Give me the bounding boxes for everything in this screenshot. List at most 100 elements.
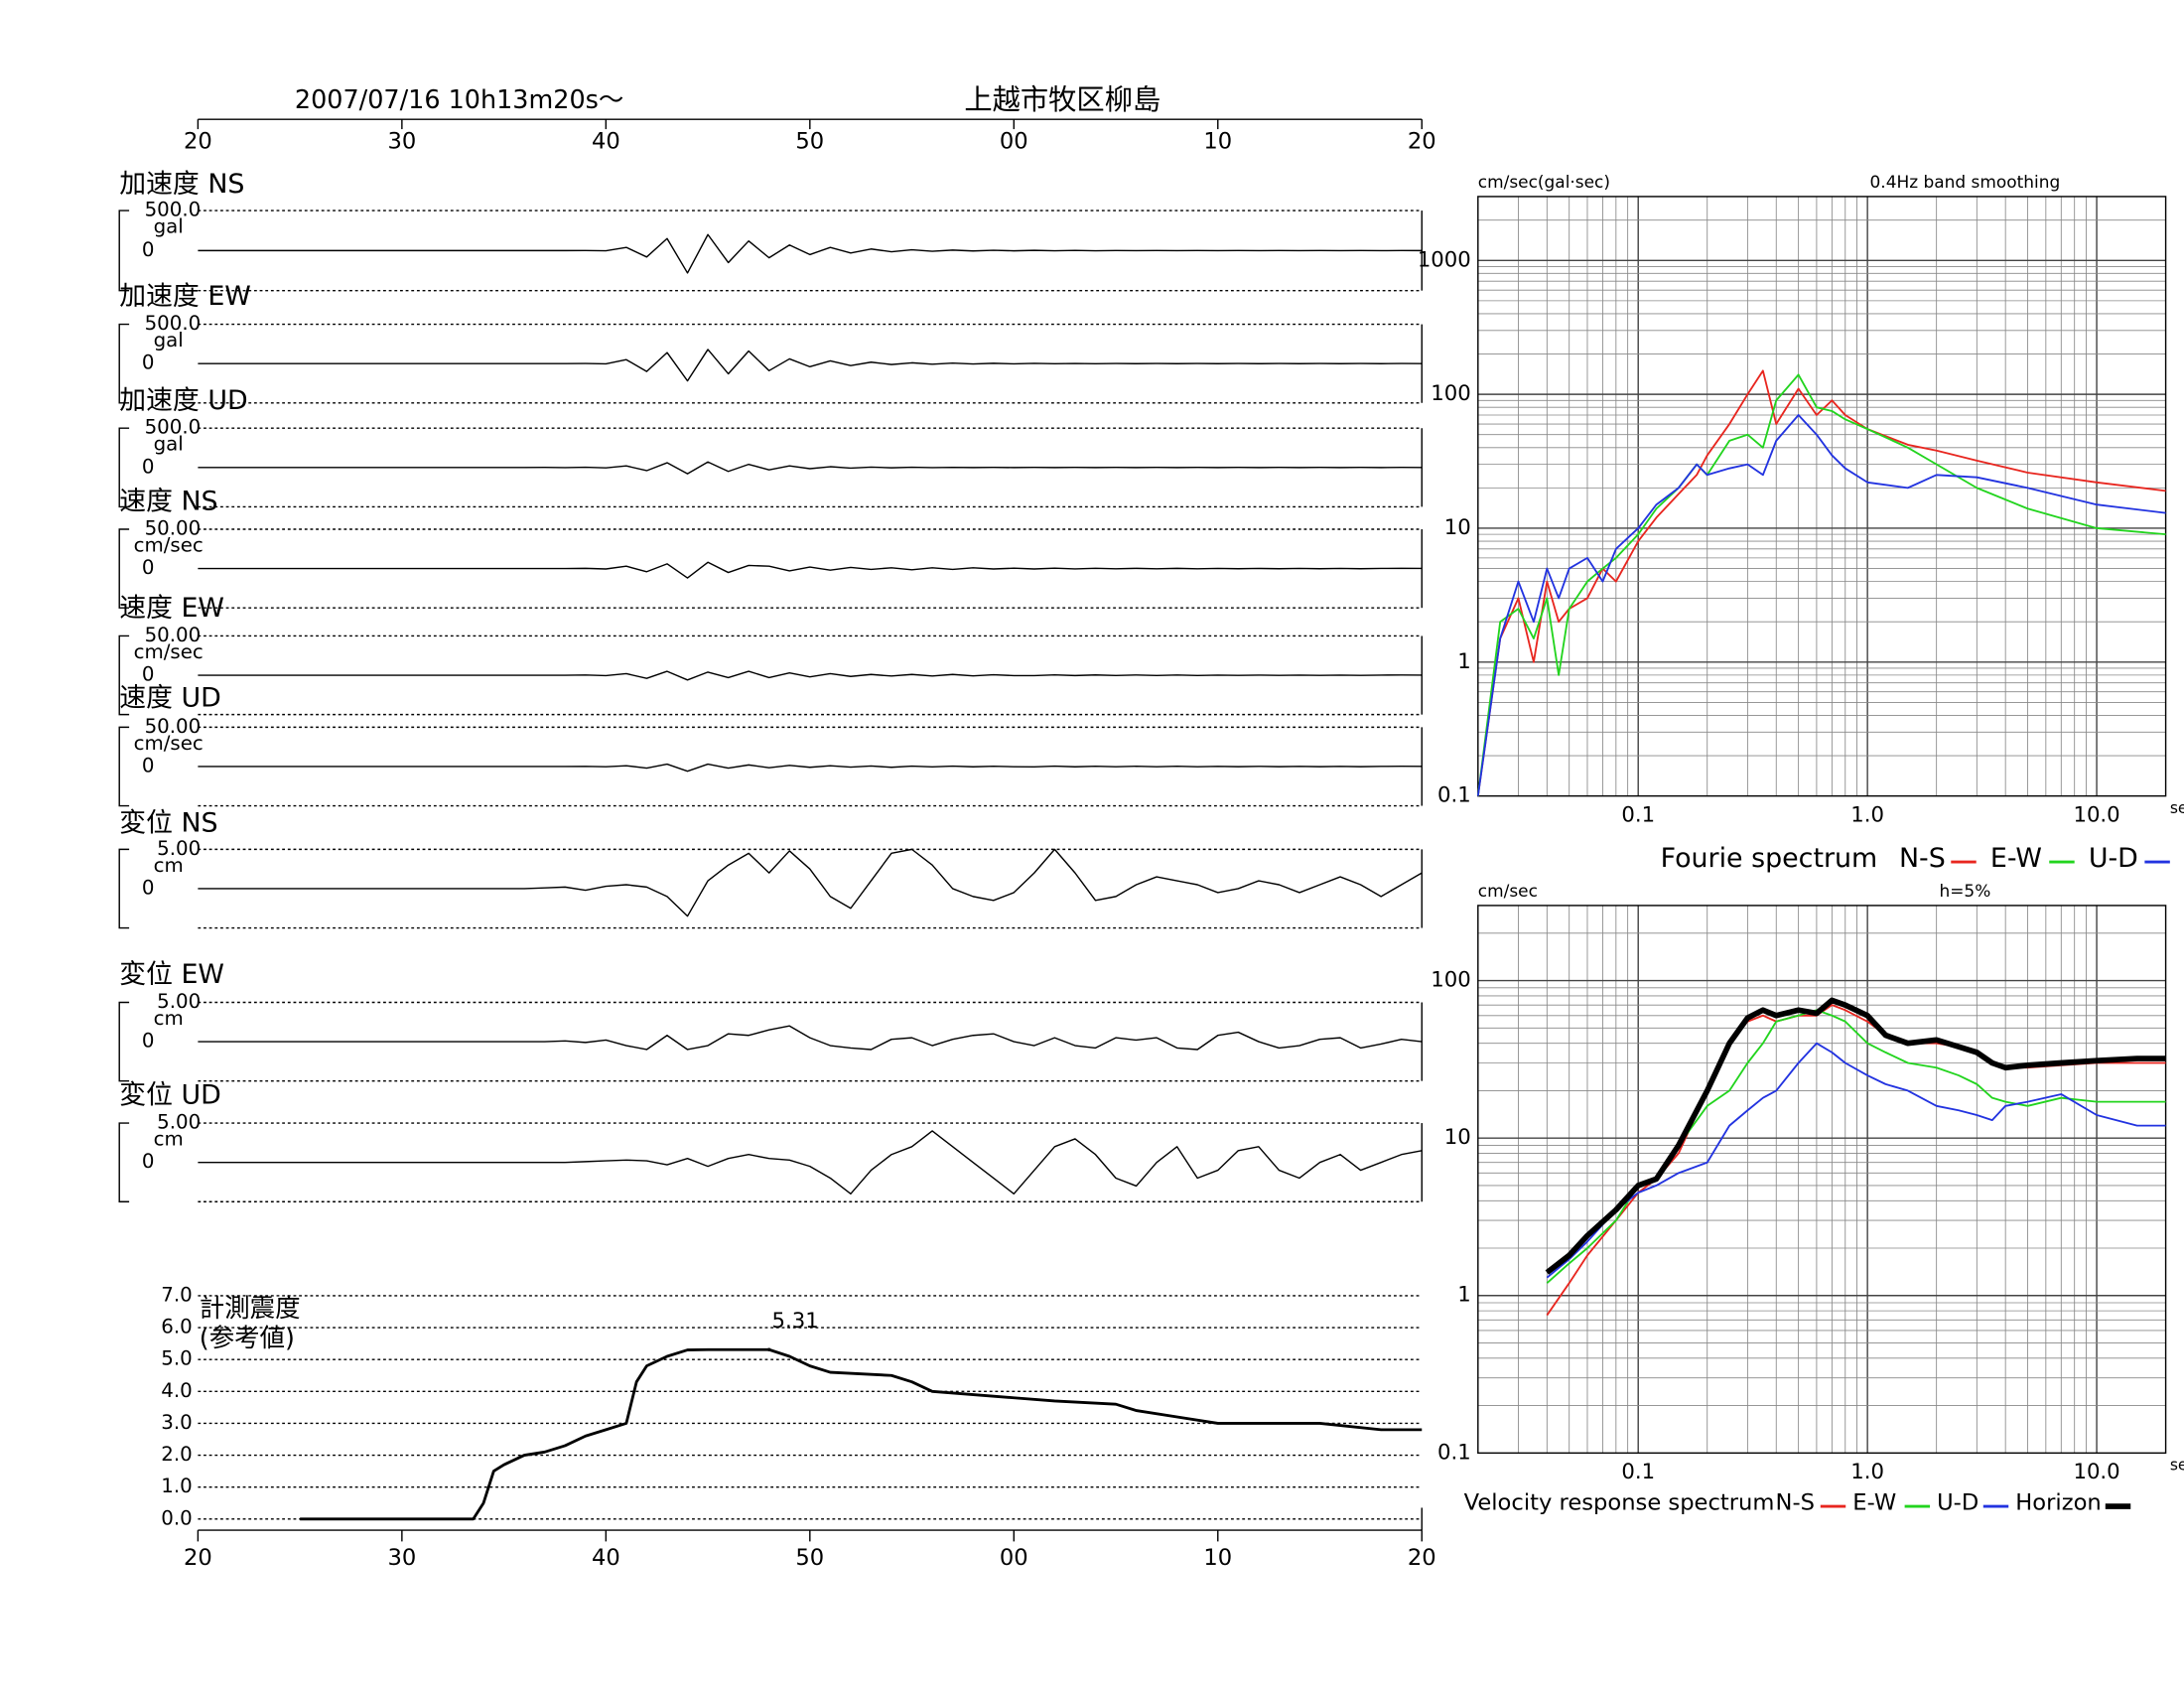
zero-label: 0 <box>142 663 155 686</box>
series-line <box>1546 1009 2166 1284</box>
y-tick-label: 0.0 <box>161 1506 192 1529</box>
panel-title: 変位 EW <box>119 959 224 990</box>
legend-label: E-W <box>1852 1490 1896 1516</box>
y-tick-label: 1000 <box>1418 246 1471 271</box>
zero-label: 0 <box>142 352 155 374</box>
x-tick-label: 20 <box>1408 128 1436 154</box>
x-tick-label: 40 <box>592 1545 620 1571</box>
legend-label: Horizon <box>2015 1490 2101 1516</box>
series-line <box>1546 1042 2166 1279</box>
x-tick-label: 0.1 <box>1621 801 1655 826</box>
y-tick-label: 7.0 <box>161 1283 192 1306</box>
plot-frame <box>1477 196 2167 797</box>
zero-label: 0 <box>142 876 155 899</box>
trace <box>198 1025 1423 1051</box>
x-tick-label: 50 <box>795 1545 824 1571</box>
x-tick-label: 20 <box>1408 1545 1436 1571</box>
panel-title: 加速度 UD <box>119 385 247 416</box>
legend-label: U-D <box>1937 1490 1979 1516</box>
trace <box>198 1130 1423 1196</box>
unit-label: cm/sec <box>134 533 204 556</box>
panel-bracket <box>118 726 130 807</box>
unit-label: gal <box>154 433 184 456</box>
y-tick-label: 100 <box>1431 967 1470 992</box>
x-tick-label: 10.0 <box>2073 1459 2119 1483</box>
series-line <box>1476 373 2166 796</box>
annotation: 0.4Hz band smoothing <box>1870 172 2061 192</box>
scale-label: 5.00 <box>157 837 201 860</box>
x-tick-label: 20 <box>184 128 212 154</box>
y-tick-label: 10 <box>1444 1124 1471 1149</box>
panel-bracket <box>118 848 130 929</box>
chart-title: Fourie spectrum <box>1661 843 1878 874</box>
x-tick-label: 10 <box>1203 128 1232 154</box>
panel-title: 変位 NS <box>119 807 217 838</box>
y-tick-label: 10 <box>1444 514 1471 539</box>
x-tick-label: 50 <box>795 128 824 154</box>
trace <box>198 848 1423 917</box>
legend-label: U-D <box>2089 843 2138 874</box>
x-tick-label: 00 <box>1000 128 1028 154</box>
panel-bracket <box>118 1122 130 1202</box>
y-axis-label: cm/sec <box>1478 881 1538 901</box>
plot-frame <box>1477 905 2167 1455</box>
trace <box>198 349 1423 382</box>
title: 計測震度 <box>200 1293 301 1323</box>
zero-label: 0 <box>142 238 155 261</box>
y-tick-label: 0.1 <box>1437 782 1471 807</box>
panel-bracket <box>118 1001 130 1082</box>
panel-bracket <box>118 210 130 292</box>
x-tick-label: 40 <box>592 128 620 154</box>
trace <box>198 763 1423 773</box>
x-tick-label: 1.0 <box>1850 1459 1884 1483</box>
unit-label: cm/sec <box>134 640 204 663</box>
series-line <box>1476 414 2166 796</box>
x-axis-label: sec <box>2170 799 2184 817</box>
peak-label: 5.31 <box>772 1308 819 1333</box>
y-axis-label: cm/sec(gal·sec) <box>1478 172 1610 192</box>
scale-label: 50.00 <box>145 624 202 646</box>
annotation: h=5% <box>1939 881 1990 901</box>
peak-dot <box>767 1347 771 1351</box>
series-line <box>1545 997 2166 1275</box>
panel-title: 速度 EW <box>119 593 224 624</box>
y-tick-label: 5.0 <box>161 1347 192 1370</box>
x-axis-label: sec <box>2170 1457 2184 1475</box>
unit-label: cm/sec <box>134 732 204 755</box>
station: 上越市牧区柳島 <box>964 83 1160 116</box>
unit-label: gal <box>154 329 184 352</box>
trace <box>198 461 1423 475</box>
scale-label: 50.00 <box>145 715 202 738</box>
panel-bracket <box>118 323 130 404</box>
scale-label: 5.00 <box>157 1111 201 1134</box>
x-tick-label: 00 <box>1000 1545 1028 1571</box>
x-tick-label: 0.1 <box>1621 1459 1655 1483</box>
zero-label: 0 <box>142 1150 155 1173</box>
scale-label: 500.0 <box>145 416 202 439</box>
x-tick-label: 30 <box>387 1545 416 1571</box>
panel-title: 速度 NS <box>119 487 217 517</box>
y-tick-label: 0.1 <box>1437 1439 1471 1464</box>
scale-label: 5.00 <box>157 990 201 1013</box>
trace <box>198 561 1423 579</box>
legend-label: E-W <box>1990 843 2042 874</box>
panel-bracket <box>118 634 130 716</box>
zero-label: 0 <box>142 455 155 478</box>
panel-bracket <box>118 427 130 508</box>
unit-label: cm <box>154 1007 184 1030</box>
x-tick-label: 1.0 <box>1850 801 1884 826</box>
title: 2007/07/16 10h13m20s〜 <box>295 84 623 114</box>
x-tick-label: 30 <box>387 128 416 154</box>
panel-title: 加速度 NS <box>119 169 244 200</box>
y-tick-label: 4.0 <box>161 1379 192 1402</box>
chart-title: Velocity response spectrum <box>1464 1490 1775 1516</box>
panel-title: 速度 UD <box>119 683 221 714</box>
intensity-line <box>300 1347 1423 1521</box>
y-tick-label: 3.0 <box>161 1411 192 1434</box>
y-tick-label: 1 <box>1457 1282 1470 1307</box>
x-tick-label: 10 <box>1203 1545 1232 1571</box>
unit-label: cm <box>154 1128 184 1151</box>
y-tick-label: 1 <box>1457 648 1470 673</box>
x-tick-label: 20 <box>184 1545 212 1571</box>
